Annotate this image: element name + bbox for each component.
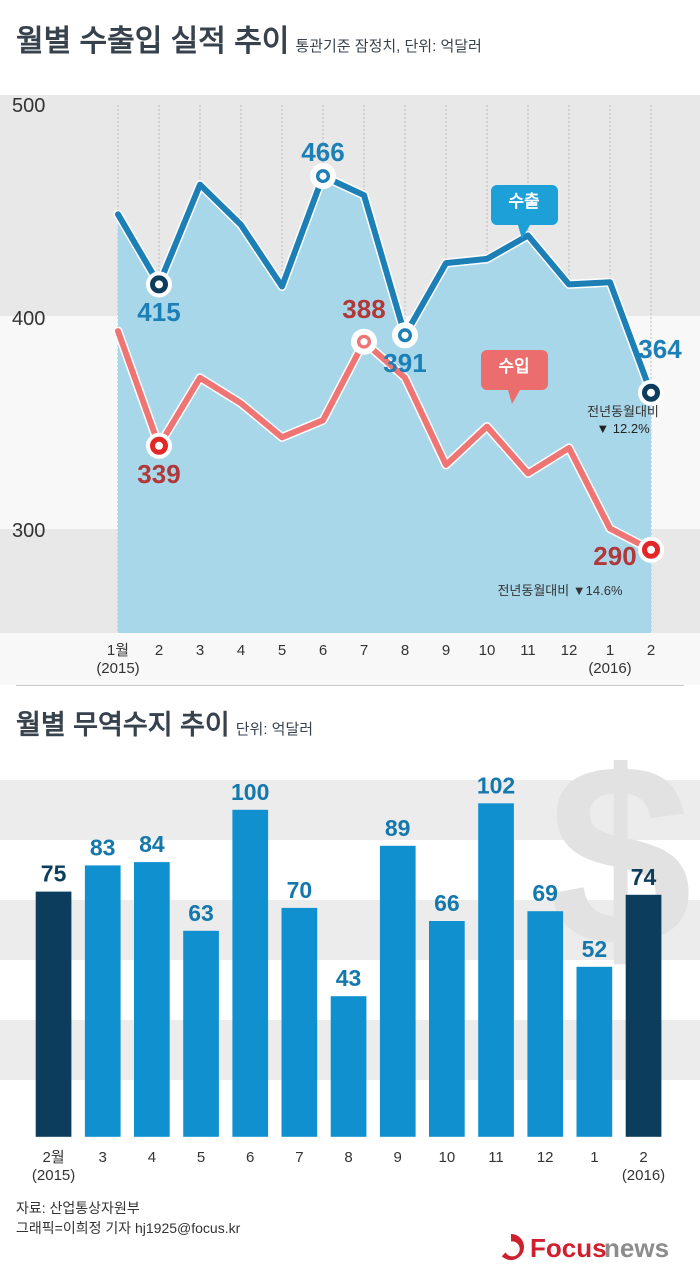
svg-text:7: 7 [295, 1149, 303, 1166]
svg-text:102: 102 [477, 772, 515, 798]
svg-text:500: 500 [12, 95, 45, 117]
svg-text:43: 43 [336, 965, 362, 991]
svg-text:388: 388 [342, 294, 385, 324]
svg-text:83: 83 [90, 834, 116, 860]
svg-text:수입: 수입 [498, 357, 529, 376]
svg-text:89: 89 [385, 815, 411, 841]
svg-text:339: 339 [137, 459, 180, 489]
svg-text:11: 11 [488, 1149, 504, 1166]
svg-text:전년동월대비 ▼14.6%: 전년동월대비 ▼14.6% [497, 583, 623, 598]
svg-text:400: 400 [12, 308, 45, 330]
svg-text:391: 391 [383, 348, 426, 378]
svg-text:9: 9 [394, 1149, 402, 1166]
svg-text:2: 2 [155, 642, 163, 659]
svg-text:63: 63 [188, 900, 214, 926]
svg-text:8: 8 [344, 1149, 352, 1166]
svg-text:5: 5 [278, 642, 286, 659]
svg-text:전년동월대비: 전년동월대비 [587, 404, 659, 419]
svg-text:1: 1 [590, 1149, 598, 1166]
svg-text:4: 4 [237, 642, 245, 659]
svg-text:100: 100 [231, 779, 269, 805]
svg-text:364: 364 [638, 334, 682, 364]
svg-text:8: 8 [401, 642, 409, 659]
svg-text:(2016): (2016) [588, 660, 631, 677]
svg-text:290: 290 [593, 541, 636, 571]
svg-text:수출: 수출 [508, 192, 540, 211]
svg-text:2월: 2월 [43, 1149, 65, 1166]
svg-text:3: 3 [99, 1149, 107, 1166]
svg-text:10: 10 [439, 1149, 456, 1166]
svg-text:300: 300 [12, 520, 45, 542]
svg-text:5: 5 [197, 1149, 205, 1166]
svg-text:2: 2 [647, 642, 655, 659]
svg-text:69: 69 [532, 880, 558, 906]
svg-text:11: 11 [520, 642, 536, 659]
svg-text:12: 12 [561, 642, 578, 659]
svg-text:3: 3 [196, 642, 204, 659]
svg-text:75: 75 [41, 861, 67, 887]
svg-text:74: 74 [631, 864, 657, 890]
svg-text:news: news [604, 1233, 669, 1263]
svg-text:7: 7 [360, 642, 368, 659]
svg-text:466: 466 [301, 137, 344, 167]
svg-text:(2016): (2016) [622, 1167, 665, 1184]
svg-text:12: 12 [537, 1149, 554, 1166]
svg-text:$: $ [548, 760, 693, 1001]
svg-text:9: 9 [442, 642, 450, 659]
svg-text:84: 84 [139, 831, 165, 857]
svg-text:1월: 1월 [107, 642, 129, 659]
svg-text:(2015): (2015) [32, 1167, 75, 1184]
svg-text:415: 415 [137, 297, 180, 327]
svg-text:6: 6 [246, 1149, 254, 1166]
svg-text:▼ 12.2%: ▼ 12.2% [596, 421, 650, 436]
svg-text:4: 4 [148, 1149, 156, 1166]
svg-text:66: 66 [434, 890, 460, 916]
svg-text:Focus: Focus [530, 1233, 607, 1263]
svg-text:10: 10 [479, 642, 496, 659]
svg-text:(2015): (2015) [96, 660, 139, 677]
svg-text:70: 70 [287, 877, 313, 903]
svg-text:2: 2 [639, 1149, 647, 1166]
svg-text:52: 52 [582, 936, 608, 962]
svg-text:6: 6 [319, 642, 327, 659]
svg-text:1: 1 [606, 642, 614, 659]
